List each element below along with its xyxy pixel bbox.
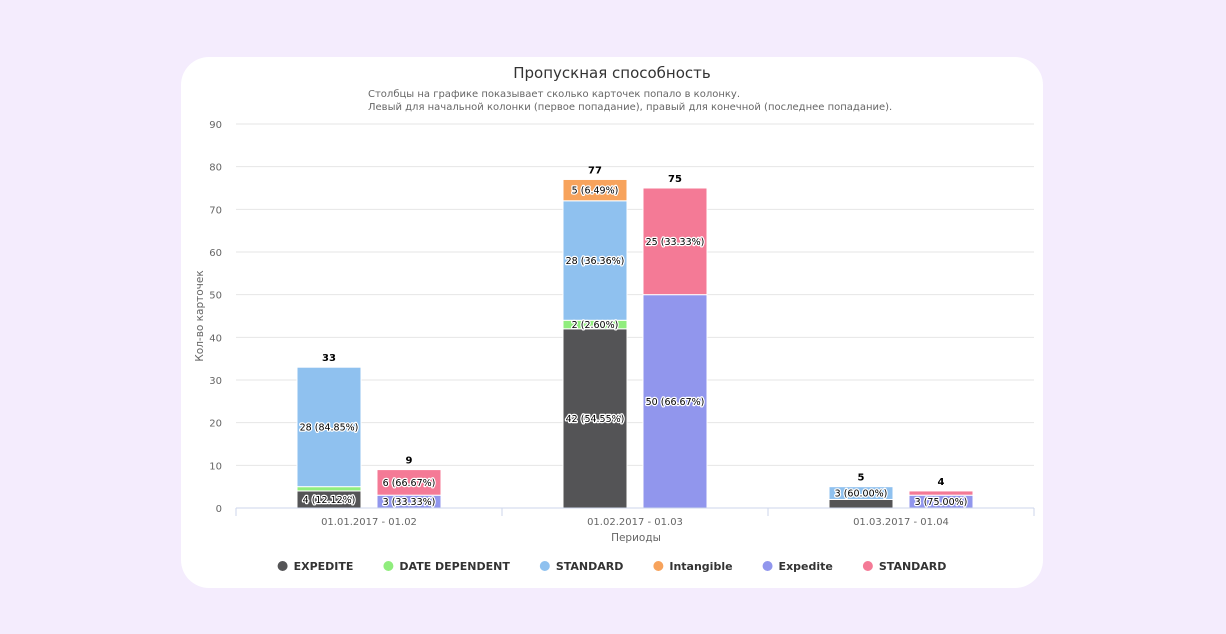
segment-data-label: 42 (54.55%): [566, 414, 625, 425]
chart-subtitle-line-1: Столбцы на графике показывает сколько ка…: [368, 89, 740, 100]
legend-label: DATE DEPENDENT: [399, 560, 510, 573]
legend-item[interactable]: STANDARD: [862, 560, 947, 573]
stack-total-label: 33: [322, 353, 336, 364]
stack-total-label: 5: [858, 473, 865, 484]
stack-total-label: 75: [668, 174, 682, 185]
y-tick-label: 80: [209, 163, 222, 174]
y-tick-label: 90: [209, 120, 222, 131]
y-tick-label: 60: [209, 248, 222, 259]
legend-marker: [762, 561, 773, 571]
legend-label: STANDARD: [556, 560, 624, 573]
y-tick-label: 30: [209, 376, 222, 387]
x-axis: 01.01.2017 - 01.02 01.02.2017 - 01.03 01.0…: [235, 507, 1035, 528]
bar-segment: [642, 187, 708, 296]
bar-segment: [296, 486, 362, 492]
throughput-chart: Пропускная способность Столбцы на график…: [194, 64, 1035, 573]
legend-item[interactable]: EXPEDITE: [277, 560, 354, 573]
legend-label: EXPEDITE: [294, 560, 354, 573]
stack-total-label: 77: [588, 165, 602, 176]
legend-marker: [277, 561, 288, 571]
legend-item[interactable]: Expedite: [762, 560, 833, 573]
chart-card: Пропускная способность Столбцы на график…: [181, 57, 1043, 588]
segment-data-label: 5 (6.49%): [572, 186, 619, 197]
segment-data-label: 2 (2.60%): [572, 320, 619, 331]
y-tick-label: 50: [209, 291, 222, 302]
segment-data-label: 3 (33.33%): [383, 497, 436, 508]
segment-data-label: 3 (60.00%): [835, 489, 888, 500]
segment-data-label: 4 (12.12%): [303, 495, 356, 506]
data-labels: 4 (12.12%) 28 (84.85%) 33 42 (54.55%) 2 (2.6…: [298, 165, 968, 509]
bars: [296, 178, 974, 509]
x-tick-label: 01.03.2017 - 01.04: [853, 517, 949, 528]
y-axis-title: Кол-во карточек: [194, 270, 206, 361]
legend: EXPEDITE DATE DEPENDENT STANDARD Intangible…: [277, 560, 947, 573]
bar-segment: [828, 498, 894, 509]
x-axis-title: Периоды: [611, 532, 661, 544]
legend-label: STANDARD: [879, 560, 947, 573]
gridlines: 0 10 20 30 40 50 60 70 80 90: [209, 120, 1034, 515]
segment-data-label: 28 (36.36%): [566, 256, 625, 267]
bar-segment: [562, 200, 628, 321]
y-tick-label: 0: [216, 504, 222, 515]
stack-total-label: 9: [406, 456, 413, 467]
y-tick-label: 40: [209, 333, 222, 344]
segment-data-label: 25 (33.33%): [646, 237, 705, 248]
segment-data-label: 6 (66.67%): [383, 478, 436, 489]
legend-item[interactable]: DATE DEPENDENT: [383, 560, 510, 573]
y-tick-label: 70: [209, 205, 222, 216]
bar-segment: [296, 366, 362, 488]
x-tick-label: 01.02.2017 - 01.03: [587, 517, 683, 528]
x-tick-label: 01.01.2017 - 01.02: [321, 517, 417, 528]
legend-label: Intangible: [669, 560, 732, 573]
legend-label: Expedite: [779, 560, 833, 573]
legend-marker: [539, 561, 550, 571]
bar-segment: [562, 178, 628, 202]
stack-total-label: 4: [938, 477, 945, 488]
legend-item[interactable]: Intangible: [653, 560, 733, 573]
bar-segment: [908, 490, 974, 496]
legend-marker: [862, 561, 873, 571]
y-tick-label: 20: [209, 419, 222, 430]
segment-data-label: 28 (84.85%): [300, 422, 359, 433]
legend-marker: [383, 561, 394, 571]
y-tick-label: 10: [209, 461, 222, 472]
bar-segment: [376, 469, 442, 496]
segment-data-label: 3 (75.00%): [915, 497, 968, 508]
legend-marker: [653, 561, 664, 571]
segment-data-label: 50 (66.67%): [646, 397, 705, 408]
legend-item[interactable]: STANDARD: [539, 560, 624, 573]
bar-segment: [642, 294, 708, 509]
bar-segment: [562, 328, 628, 509]
chart-title: Пропускная способность: [513, 64, 710, 82]
chart-subtitle-line-2: Левый для начальной колонки (первое попа…: [368, 102, 892, 113]
bar-segment: [828, 486, 894, 500]
